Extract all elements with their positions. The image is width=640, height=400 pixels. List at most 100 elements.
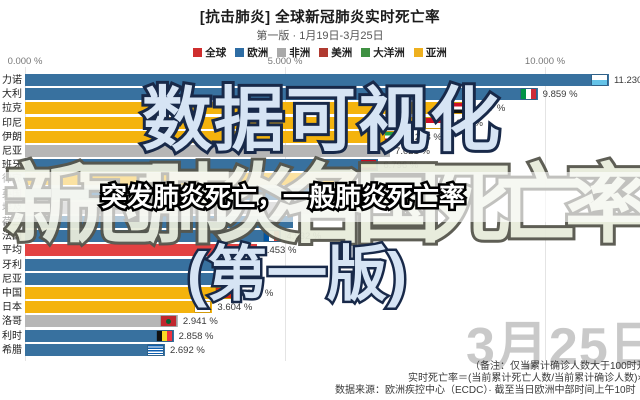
country-label: 尼亚 — [2, 146, 22, 157]
bar-value: 8.467 % — [470, 103, 506, 115]
legend-swatch-icon — [319, 48, 329, 57]
bar-value: 4.453 % — [261, 245, 297, 257]
bar-value: 3.604 % — [217, 302, 253, 314]
bar-value: 4.009 % — [238, 288, 274, 299]
bar-value: 2.941 % — [182, 316, 218, 328]
watermark-edition-stroke: (第一版) — [185, 240, 410, 309]
iran-flag-icon — [385, 131, 400, 142]
bar — [25, 74, 609, 86]
legend-item: 亚洲 — [413, 45, 447, 60]
watermark-edition-text: (第一版) — [187, 241, 407, 308]
country-label: 中国 — [2, 288, 22, 299]
legend-item: 美洲 — [319, 45, 352, 60]
bar — [25, 343, 165, 356]
country-label: 伊朗 — [2, 131, 22, 143]
axis-tick-label: 0.000 % — [7, 56, 43, 67]
legend-swatch-icon — [277, 48, 287, 57]
country-label: 拉克 — [2, 103, 22, 115]
bar-value: 7.248 % — [407, 131, 442, 143]
bar — [25, 287, 234, 299]
country-label: 班牙 — [2, 160, 22, 172]
country-label: 利时 — [2, 330, 22, 342]
bar-value: 9.859 % — [542, 89, 578, 101]
watermark-data-viz-stroke: 数据可视化 — [139, 81, 503, 159]
bar-value: 2.692 % — [169, 344, 205, 356]
san-marino-flag-icon — [591, 75, 607, 85]
legend-item: 全球 — [193, 45, 226, 60]
axis-tick-label: 5.000 % — [267, 56, 303, 67]
bar — [25, 329, 174, 342]
bar-value: 7.021 % — [395, 146, 430, 157]
bar — [25, 272, 236, 285]
axis-tick-label: 10.000 % — [524, 56, 566, 67]
morocco-flag-icon — [160, 316, 176, 327]
caption-stroke: 突发肺炎死亡，一般肺炎死亡率 — [98, 181, 467, 214]
italy-flag-icon — [520, 89, 536, 100]
country-label: 大利 — [2, 89, 22, 101]
legend-label: 大洋洲 — [373, 47, 405, 59]
bar-value: 8.037 % — [448, 117, 483, 129]
albania-flag-icon — [218, 273, 234, 284]
bar — [25, 258, 241, 271]
legend-label: 欧洲 — [247, 47, 269, 59]
bar — [25, 301, 213, 314]
bar-value: 11.230 % — [613, 75, 640, 86]
date-watermark: 3月25日 — [466, 318, 640, 376]
france-flag-icon — [264, 231, 280, 242]
country-label: 尼亚 — [2, 273, 22, 285]
watermark-data-viz: 数据可视化 数据可视化 — [139, 81, 503, 159]
legend-item: 非洲 — [277, 45, 310, 60]
watermark-data-viz-text: 数据可视化 — [142, 81, 502, 159]
legend-label: 美洲 — [331, 47, 353, 59]
japan-flag-icon — [195, 302, 211, 313]
hungary-flag-icon — [223, 259, 239, 270]
greece-flag-icon — [147, 344, 163, 355]
caption: 突发肺炎死亡，一般肺炎死亡率 突发肺炎死亡，一般肺炎死亡率 — [98, 181, 467, 214]
country-label: 法国 — [2, 231, 22, 243]
legend: 全球 欧洲 非洲 美洲 大洋洲 亚洲 — [0, 45, 640, 60]
legend-label: 亚洲 — [425, 47, 447, 59]
indonesia-flag-icon — [426, 117, 442, 128]
iraq-flag-icon — [448, 103, 464, 114]
country-label: 力诺 — [2, 75, 22, 86]
bar — [25, 116, 444, 129]
country-label: 荷兰 — [2, 217, 22, 228]
bar — [25, 102, 466, 115]
legend-item: 欧洲 — [235, 45, 268, 60]
legend-label: 全球 — [205, 47, 227, 59]
footnote-line-1: （备注：仅当累计确诊人数大于100时开始统计实时 — [470, 361, 640, 372]
country-label: 日本 — [2, 302, 22, 314]
bar — [25, 130, 402, 143]
page-title: [抗击肺炎] 全球新冠肺炎实时死亡率 — [199, 10, 441, 26]
legend-swatch-icon — [413, 48, 423, 57]
legend-swatch-icon — [193, 48, 203, 57]
bar — [25, 145, 391, 157]
caption-text: 突发肺炎死亡，一般肺炎死亡率 — [100, 182, 466, 212]
bar-value: 6.796 % — [383, 160, 419, 172]
country-label: 洛哥 — [2, 316, 22, 328]
bar-value: 4.932 % — [286, 231, 322, 243]
caption-band — [0, 172, 640, 222]
bar-value: 2.858 % — [178, 330, 214, 342]
bar — [25, 88, 538, 101]
country-label: 印尼 — [2, 117, 22, 129]
footnote-line-2: 实时死亡率＝(当前累计死亡人数/当前累计确诊人数)× — [408, 373, 640, 384]
legend-label: 非洲 — [289, 47, 311, 59]
legend-swatch-icon — [361, 48, 371, 57]
bar — [25, 159, 379, 172]
legend-item: 大洋洲 — [361, 45, 405, 60]
country-label: 平均 — [2, 245, 22, 257]
bar-value: 4.0 — [240, 273, 254, 285]
country-label: 牙利 — [2, 259, 22, 271]
belgium-flag-icon — [156, 330, 172, 341]
bar — [25, 315, 178, 328]
footnote-line-3: 数据来源：欧洲疾控中心（ECDC）· 截至当日欧洲中部时间上午10时（10AM — [335, 385, 640, 396]
bar — [25, 230, 282, 243]
china-flag-icon — [216, 288, 232, 298]
bar — [25, 244, 257, 257]
spain-flag-icon — [361, 160, 377, 171]
subtitle: 第一版 · 1月19日-3月25日 — [256, 30, 384, 42]
country-label: 希腊 — [2, 344, 22, 356]
watermark-edition: (第一版) (第一版) — [185, 240, 410, 309]
